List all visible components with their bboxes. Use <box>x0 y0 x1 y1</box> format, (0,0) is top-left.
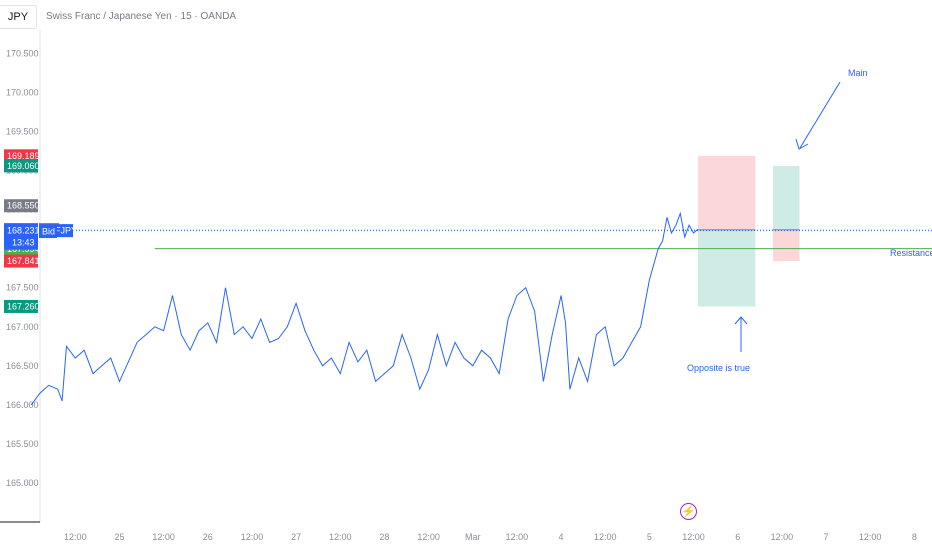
symbol-label: JPY <box>7 11 29 23</box>
price-tag-last-bg <box>4 223 38 250</box>
y-tick-label: 166.500 <box>6 361 39 371</box>
price-tag-target: 169.060 <box>7 161 40 171</box>
price-tag-target-bg <box>4 159 38 173</box>
arrow-main-shaft <box>799 81 841 149</box>
price-tag-max: 169.189 <box>7 151 40 161</box>
price-tag-level-d-bg <box>4 254 38 268</box>
annotation-main: Main <box>848 68 868 78</box>
y-tick-label: 167.500 <box>6 283 39 293</box>
x-tick-label: 4 <box>559 532 564 542</box>
arrow-opposite-head <box>734 316 748 325</box>
stop-loss-zone <box>773 229 800 262</box>
arrow-main-head <box>795 138 809 150</box>
y-tick-label: 165.500 <box>6 439 39 449</box>
bid-label-bg <box>39 224 57 238</box>
x-tick-label: 26 <box>203 532 213 542</box>
take-profit-zone <box>773 165 800 230</box>
bid-label: Bid <box>42 226 55 236</box>
x-tick-label: 25 <box>114 532 124 542</box>
x-tick-label: 12:00 <box>417 532 440 542</box>
price-tag-stop: 167.260 <box>7 301 40 311</box>
price-tag-level-a: 168.550 <box>7 201 40 211</box>
lightning-icon[interactable]: ⚡ <box>680 503 697 520</box>
price-line <box>30 211 699 406</box>
x-tick-label: 12:00 <box>64 532 87 542</box>
x-tick-label: 6 <box>735 532 740 542</box>
price-tag-max-bg <box>4 149 38 163</box>
chart-title: Swiss Franc / Japanese Yen · 15 · OANDA <box>46 11 237 22</box>
x-tick-label: 12:00 <box>152 532 175 542</box>
x-tick-label: 12:00 <box>506 532 529 542</box>
x-tick-label: 28 <box>379 532 389 542</box>
countdown-label: 13:43 <box>12 238 35 248</box>
y-tick-label: 165.000 <box>6 478 39 488</box>
annotation-resistance: Resistance <box>890 248 932 258</box>
x-tick-label: 12:00 <box>771 532 794 542</box>
y-tick-label: 166.000 <box>6 400 39 410</box>
price-tag-level-d: 167.841 <box>7 256 40 266</box>
price-tag-level-a-bg <box>4 199 38 213</box>
x-tick-label: 27 <box>291 532 301 542</box>
stop-loss-zone <box>697 155 756 230</box>
symbol-search-button[interactable]: JPY <box>0 5 37 29</box>
y-tick-label: 170.500 <box>6 48 39 58</box>
annotation-opposite: Opposite is true <box>687 363 750 373</box>
symbol-tag: CHFJPY <box>42 226 77 236</box>
y-tick-label: 167.000 <box>6 322 39 332</box>
y-tick-label: 170.000 <box>6 87 39 97</box>
x-tick-label: 12:00 <box>594 532 617 542</box>
x-tick-label: 7 <box>824 532 829 542</box>
x-tick-label: Mar <box>465 532 481 542</box>
take-profit-zone <box>697 229 756 307</box>
x-tick-label: 8 <box>912 532 917 542</box>
x-tick-label: 5 <box>647 532 652 542</box>
x-tick-label: 12:00 <box>859 532 882 542</box>
y-tick-label: 169.500 <box>6 127 39 137</box>
x-tick-label: 12:00 <box>329 532 352 542</box>
x-tick-label: 12:00 <box>682 532 705 542</box>
x-tick-label: 12:00 <box>241 532 264 542</box>
price-tag-last: 168.231 <box>7 226 40 236</box>
price-tag-stop-bg <box>4 299 38 313</box>
